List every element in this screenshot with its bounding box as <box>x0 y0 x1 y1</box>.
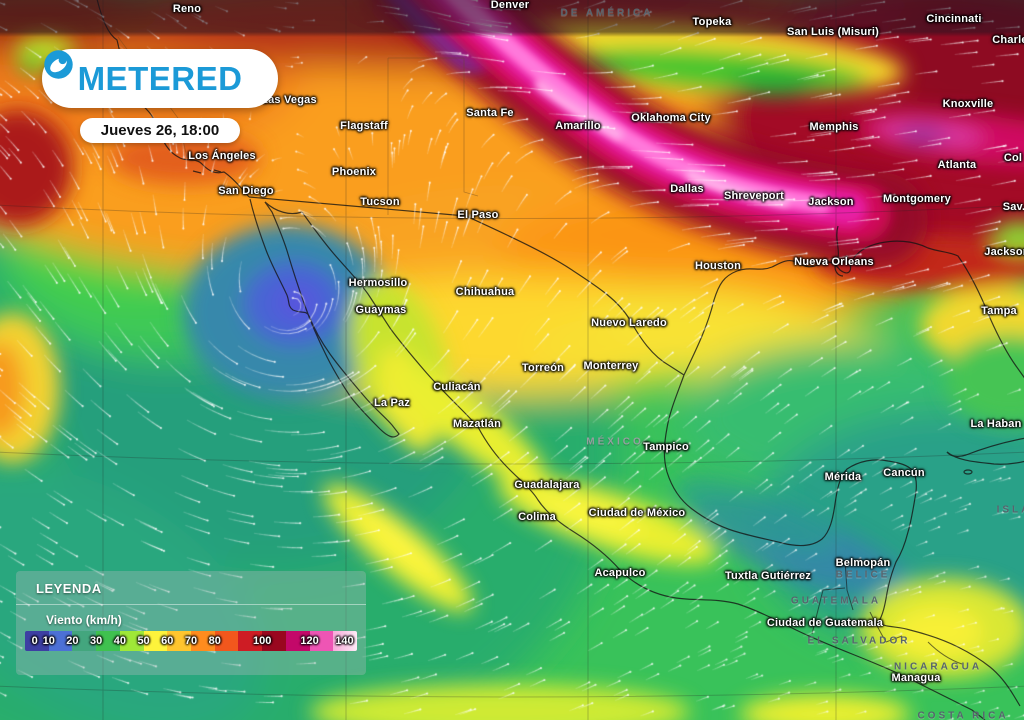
scale-tick-label: 140 <box>335 635 354 647</box>
city-label: El Paso <box>457 209 499 221</box>
city-label: Tampa <box>981 305 1017 317</box>
legend-panel: LEYENDA Viento (km/h) 0 10 20 30 40 50 60 70 80 1… <box>16 571 366 675</box>
city-label: Ciudad de México <box>588 507 686 519</box>
city-label: Shreveport <box>723 190 785 202</box>
city-label: Santa Fe <box>466 107 514 119</box>
city-label: Topeka <box>692 16 732 28</box>
scale-segment <box>191 631 215 651</box>
region-label: ISLA <box>996 504 1024 516</box>
city-label: Jackson <box>984 246 1024 258</box>
city-label: Hermosillo <box>348 277 408 289</box>
city-label: Las Vegas <box>261 94 317 106</box>
logo-text-right: RED <box>171 60 243 97</box>
logo-text-left: METE <box>77 60 172 97</box>
city-label: Torreón <box>521 362 565 374</box>
scale-tick-label: 120 <box>300 635 319 647</box>
city-label: Tucson <box>360 196 400 208</box>
city-label: Cincinnati <box>926 13 982 25</box>
scale-segment <box>285 631 310 651</box>
city-label: Denver <box>490 0 530 11</box>
scale-tick-label: 40 <box>113 635 126 647</box>
forecast-time-badge: Jueves 26, 18:00 <box>80 118 240 143</box>
region-label: COSTA RICA <box>917 710 1009 720</box>
scale-segment <box>119 631 144 651</box>
region-label: NICARAGUA <box>893 661 983 673</box>
city-label: Cancún <box>883 467 925 479</box>
meteored-o-icon <box>44 50 73 79</box>
city-label: Tuxtla Gutiérrez <box>724 570 812 582</box>
city-label: Amarillo <box>555 120 601 132</box>
scale-segment <box>25 631 49 651</box>
city-label: San Diego <box>218 185 274 197</box>
city-label: Reno <box>172 3 202 15</box>
city-label: Managua <box>891 672 941 684</box>
city-label: Col <box>1003 152 1023 164</box>
city-label: Oklahoma City <box>631 112 711 124</box>
scale-tick-label: 20 <box>66 635 79 647</box>
region-label: BELICE <box>835 569 891 581</box>
city-label: Ciudad de Guatemala <box>766 617 884 629</box>
city-label: Mérida <box>824 471 862 483</box>
city-label: Jackson <box>808 196 854 208</box>
city-label: Los Ángeles <box>188 150 256 162</box>
city-label: La Haban <box>970 418 1022 430</box>
city-label: Colima <box>518 511 556 523</box>
city-label: Flagstaff <box>340 120 388 132</box>
city-label: Houston <box>694 260 742 272</box>
scale-tick-label: 60 <box>161 635 174 647</box>
city-label: Phoenix <box>331 166 377 178</box>
legend-divider <box>16 604 366 605</box>
city-label: Tampico <box>643 441 689 453</box>
city-label: Culiacán <box>433 381 481 393</box>
city-label: Memphis <box>809 121 859 133</box>
city-label: Nueva Orleans <box>794 256 874 268</box>
city-label: Montgomery <box>883 193 951 205</box>
scale-tick-label: 80 <box>208 635 221 647</box>
city-label: Guadalajara <box>514 479 580 491</box>
scale-tick-label: 30 <box>90 635 103 647</box>
city-label: Knoxville <box>942 98 994 110</box>
wind-color-scale <box>25 631 357 651</box>
scale-tick-label: 10 <box>42 635 55 647</box>
region-label: DE AMÉRICA <box>560 7 654 19</box>
legend-variable-label: Viento (km/h) <box>46 613 122 627</box>
scale-segment <box>309 631 334 651</box>
city-label: Acapulco <box>594 567 646 579</box>
scale-segment <box>143 631 168 651</box>
city-label: Mazatlán <box>452 418 502 430</box>
scale-tick-label: 70 <box>184 635 198 647</box>
city-label: Monterrey <box>583 360 639 372</box>
scale-segment <box>167 631 192 651</box>
scale-segment <box>48 631 73 651</box>
scale-tick-label: 50 <box>137 635 150 647</box>
scale-segment <box>333 631 357 651</box>
city-label: Atlanta <box>937 159 977 171</box>
city-label: Nuevo Laredo <box>591 317 667 329</box>
city-label: La Paz <box>373 397 411 409</box>
region-label: MÉXICO <box>586 436 644 448</box>
legend-title: LEYENDA <box>36 581 102 596</box>
scale-segment <box>262 631 286 651</box>
forecast-time: Jueves 26, 18:00 <box>100 122 220 139</box>
scale-segment <box>214 631 239 651</box>
scale-tick-label: 100 <box>252 635 272 647</box>
region-label: GUATEMALA <box>790 595 882 607</box>
city-label: Dallas <box>670 183 704 195</box>
city-label: Belmopán <box>835 557 891 569</box>
scale-segment <box>96 631 120 651</box>
city-label: Guaymas <box>355 304 407 316</box>
city-label: Chihuahua <box>455 286 515 298</box>
top-shade <box>0 0 1024 37</box>
city-label: San Luis (Misuri) <box>786 26 880 38</box>
city-label: Charle <box>992 34 1024 46</box>
wind-scale-ticks: 0 10 20 30 40 50 60 70 80 100 120 140 <box>25 631 357 651</box>
scale-segment <box>238 631 263 651</box>
city-label: Sav. <box>1002 201 1024 213</box>
scale-segment <box>72 631 97 651</box>
scale-tick-label: 0 <box>31 635 38 647</box>
region-label: EL SALVADOR <box>807 635 911 647</box>
meteored-logo: METE RED <box>42 49 278 108</box>
